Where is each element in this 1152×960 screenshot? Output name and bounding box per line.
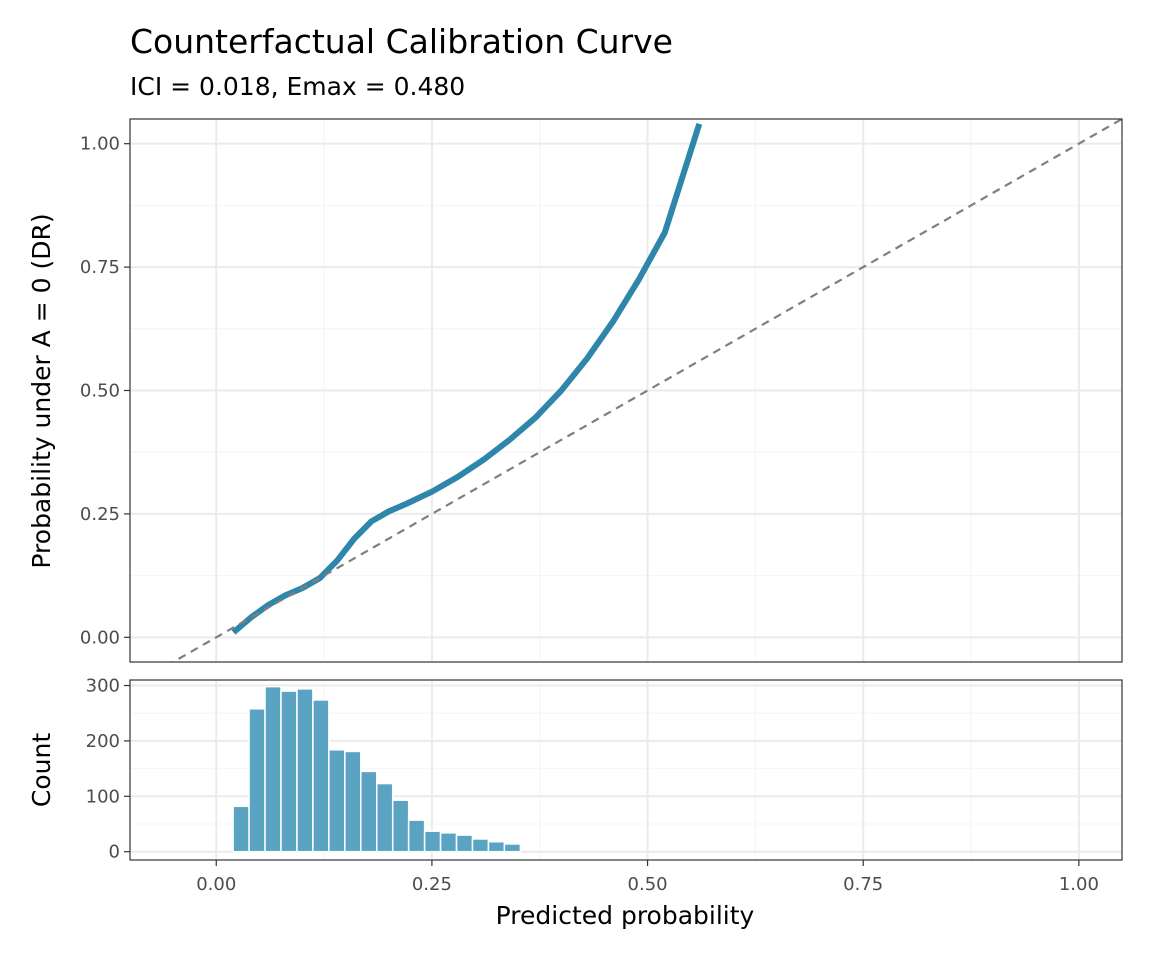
x-tick-label: 0.00 [196, 874, 236, 895]
x-axis-title: Predicted probability [496, 901, 755, 930]
y-tick-label: 100 [86, 786, 120, 807]
histogram-bar [248, 708, 266, 853]
x-tick-label: 1.00 [1059, 874, 1099, 895]
histogram-bar [471, 838, 490, 853]
histogram-bar [312, 699, 330, 853]
x-tick-label: 0.25 [412, 874, 452, 895]
histogram-bar [280, 690, 298, 853]
y-tick-label: 0.75 [80, 257, 120, 278]
y-tick-label: 0.00 [80, 627, 120, 648]
histogram-bar [296, 688, 314, 853]
x-tick-label: 0.50 [628, 874, 668, 895]
histogram-panel: 0 100 200 300 0.00 0.25 0.50 0.75 1.00 [86, 676, 1123, 895]
y-tick-label: 0.50 [80, 381, 120, 402]
histogram-bar [344, 750, 362, 853]
histogram-bar [360, 770, 378, 853]
histogram-bar [232, 805, 250, 853]
x-tick-label: 0.75 [843, 874, 883, 895]
y-tick-label: 0.25 [80, 504, 120, 525]
y-tick-label: 300 [86, 676, 120, 697]
y-tick-label: 200 [86, 731, 120, 752]
reference-diagonal-line [170, 119, 1122, 662]
histogram-bar [487, 840, 506, 853]
chart-title: Counterfactual Calibration Curve [130, 22, 673, 61]
histogram-bar [503, 843, 522, 853]
histogram-bar [407, 819, 426, 853]
histogram-bar [423, 830, 442, 853]
histogram-panel-border [129, 679, 1123, 861]
chart-subtitle: ICI = 0.018, Emax = 0.480 [130, 72, 466, 101]
histogram-bar [455, 834, 474, 853]
calibration-panel: 0.00 0.25 0.50 0.75 1.00 [80, 118, 1123, 663]
histogram-bar [391, 799, 410, 853]
calibration-series [170, 119, 1122, 662]
histogram-bar [328, 749, 346, 853]
histogram-bar [375, 782, 394, 853]
histogram-bar [439, 832, 458, 853]
histogram-bars [232, 685, 522, 853]
histogram-bar [264, 685, 282, 853]
y-tick-label: 0 [109, 842, 120, 863]
y-tick-label: 1.00 [80, 134, 120, 155]
y-axis-title-count: Count [27, 733, 56, 807]
y-axis-title-calibration: Probability under A = 0 (DR) [27, 213, 56, 568]
calibration-curve-line [231, 122, 703, 635]
calibration-gridlines [130, 119, 1122, 662]
